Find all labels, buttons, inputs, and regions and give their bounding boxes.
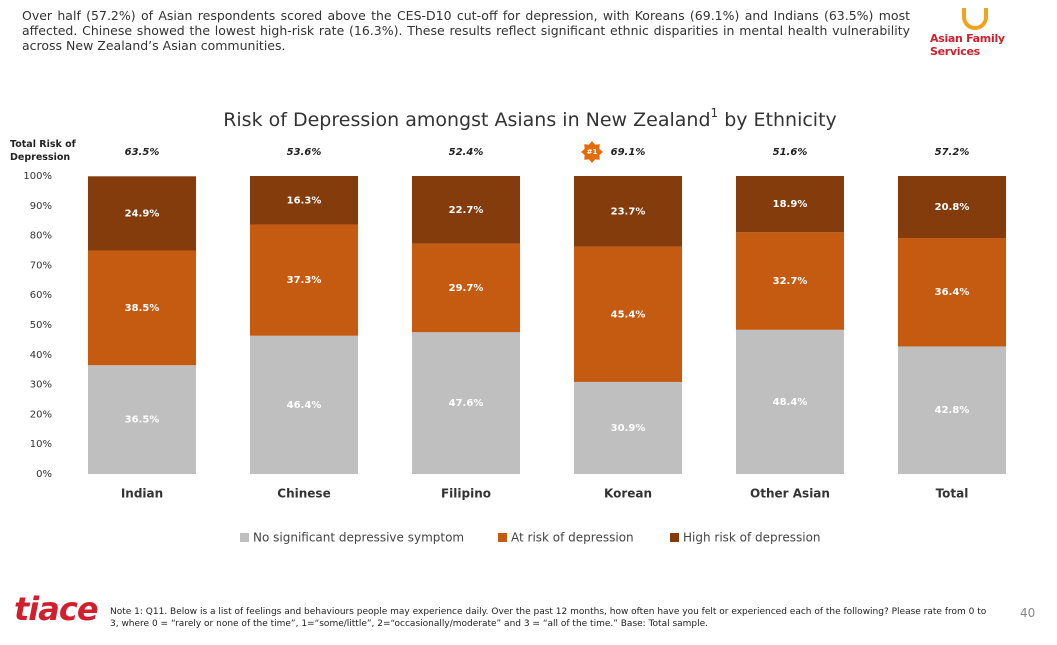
value-label: 24.9% xyxy=(125,208,160,219)
badge-label: #1 xyxy=(587,148,598,156)
bar-segment xyxy=(87,176,197,251)
bar-segment xyxy=(735,329,845,474)
total-label: 69.1% xyxy=(611,147,646,158)
legend-label: High risk of depression xyxy=(683,531,821,545)
value-label: 18.9% xyxy=(773,199,808,210)
value-label: 46.4% xyxy=(287,400,322,411)
value-label: 48.4% xyxy=(773,397,808,408)
value-label: 29.7% xyxy=(449,283,484,294)
x-tick-label: Chinese xyxy=(277,487,330,501)
y-tick-label: 40% xyxy=(30,350,52,361)
total-label: 63.5% xyxy=(125,147,160,158)
value-label: 36.4% xyxy=(935,287,970,298)
logo: Asian Family Services xyxy=(930,32,1005,58)
value-label: 30.9% xyxy=(611,423,646,434)
total-label: 53.6% xyxy=(287,147,322,158)
legend-swatch xyxy=(498,533,507,542)
bar-segment xyxy=(897,346,1007,474)
x-tick-label: Filipino xyxy=(441,487,491,501)
x-tick-label: Korean xyxy=(604,487,652,501)
y-tick-label: 100% xyxy=(23,171,52,182)
bar-segment xyxy=(249,224,359,336)
legend-label: At risk of depression xyxy=(511,531,634,545)
legend-swatch xyxy=(670,533,679,542)
bar-segment xyxy=(87,250,197,366)
value-label: 32.7% xyxy=(773,276,808,287)
value-label: 37.3% xyxy=(287,275,322,286)
value-label: 22.7% xyxy=(449,205,484,216)
totals-header: Total Risk of Depression xyxy=(10,139,76,163)
footer-logo: tiace xyxy=(14,590,99,628)
y-tick-label: 10% xyxy=(30,439,52,450)
y-tick-label: 90% xyxy=(30,201,52,212)
y-tick-label: 30% xyxy=(30,380,52,391)
bar-segment xyxy=(249,335,359,474)
chart-title: Risk of Depression amongst Asians in New… xyxy=(223,106,837,131)
value-label: 23.7% xyxy=(611,206,646,217)
y-tick-label: 60% xyxy=(30,290,52,301)
x-tick-label: Indian xyxy=(121,487,163,501)
bar-segment xyxy=(411,176,521,244)
bar-segment xyxy=(411,243,521,333)
bar-segment xyxy=(735,232,845,330)
x-tick-label: Other Asian xyxy=(750,487,830,501)
legend-label: No significant depressive symptom xyxy=(253,531,464,545)
bar-segment xyxy=(573,246,683,382)
badge xyxy=(581,141,603,163)
logo-icon xyxy=(962,8,988,30)
y-tick-label: 0% xyxy=(36,469,52,480)
title-suffix: by Ethnicity xyxy=(718,109,837,131)
title-main: Risk of Depression amongst Asians in New… xyxy=(223,109,710,131)
legend-swatch xyxy=(240,533,249,542)
bar-segment xyxy=(573,381,683,474)
x-tick-label: Total xyxy=(936,487,969,501)
y-tick-label: 20% xyxy=(30,409,52,420)
page-number: 40 xyxy=(1020,606,1036,620)
bar-segment xyxy=(87,365,197,474)
value-label: 45.4% xyxy=(611,309,646,320)
y-tick-label: 50% xyxy=(30,320,52,331)
value-label: 36.5% xyxy=(125,415,160,426)
value-label: 47.6% xyxy=(449,398,484,409)
bar-segment xyxy=(897,237,1007,347)
y-tick-label: 80% xyxy=(30,231,52,242)
value-label: 20.8% xyxy=(935,202,970,213)
bar-segment xyxy=(249,176,359,225)
bar-segment xyxy=(735,176,845,233)
value-label: 16.3% xyxy=(287,195,322,206)
value-label: 38.5% xyxy=(125,303,160,314)
total-label: 52.4% xyxy=(449,147,484,158)
value-label: 42.8% xyxy=(935,405,970,416)
total-label: 51.6% xyxy=(773,147,808,158)
bar-segment xyxy=(573,176,683,247)
bar-segment xyxy=(411,332,521,474)
footnote: Note 1: Q11. Below is a list of feelings… xyxy=(110,607,987,629)
title-superscript: 1 xyxy=(711,106,719,120)
bar-segment xyxy=(897,176,1007,238)
total-label: 57.2% xyxy=(935,147,970,158)
intro-text: Over half (57.2%) of Asian respondents s… xyxy=(22,8,910,53)
y-tick-label: 70% xyxy=(30,260,52,271)
